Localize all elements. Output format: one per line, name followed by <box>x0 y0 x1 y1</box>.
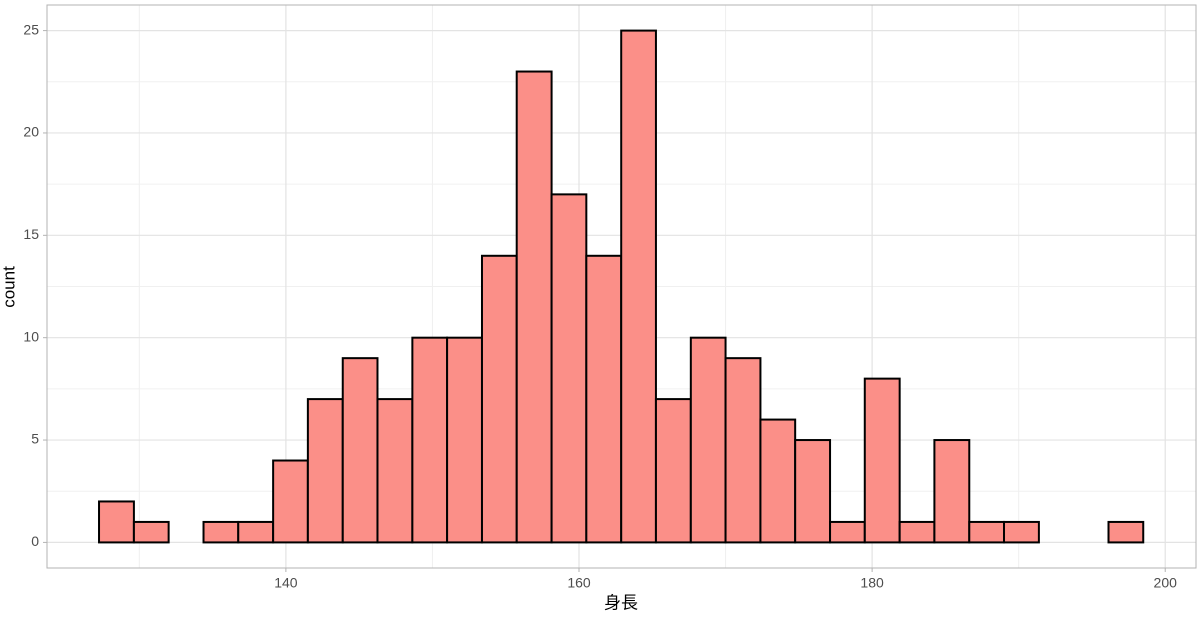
panel-border <box>46 4 1197 569</box>
x-tick-label: 140 <box>274 575 298 591</box>
bar <box>863 377 901 544</box>
bar <box>237 520 275 544</box>
bar <box>759 418 797 544</box>
y-tick-label: 20 <box>23 124 39 140</box>
x-tick-label: 200 <box>1154 575 1178 591</box>
bar <box>132 520 170 544</box>
bar <box>341 357 379 544</box>
bar <box>794 439 832 544</box>
bar <box>1107 520 1145 544</box>
bar <box>515 70 553 544</box>
bar <box>446 336 483 544</box>
bar <box>98 500 135 544</box>
bar <box>480 254 518 544</box>
bar <box>202 520 240 544</box>
bar <box>306 398 344 544</box>
y-axis-title: count <box>0 266 18 308</box>
y-tick-label: 10 <box>23 328 39 344</box>
x-tick-label: 180 <box>860 575 884 591</box>
bar <box>933 439 971 544</box>
bar <box>620 29 657 544</box>
bar <box>411 336 449 544</box>
bar <box>968 520 1006 544</box>
y-tick-label: 15 <box>23 226 39 242</box>
bar <box>654 398 692 544</box>
x-axis-title: 身長 <box>604 593 638 612</box>
x-tick-label: 160 <box>567 575 591 591</box>
bar <box>376 398 414 544</box>
y-tick-label: 5 <box>31 431 39 447</box>
bar <box>272 459 309 544</box>
bar <box>689 336 727 544</box>
bar <box>898 520 936 544</box>
bar <box>724 357 762 544</box>
bar <box>585 254 623 544</box>
y-tick-label: 0 <box>31 533 39 549</box>
y-tick-label: 25 <box>23 21 39 37</box>
bar <box>829 520 866 544</box>
bar <box>1003 520 1040 544</box>
bar <box>550 193 588 544</box>
